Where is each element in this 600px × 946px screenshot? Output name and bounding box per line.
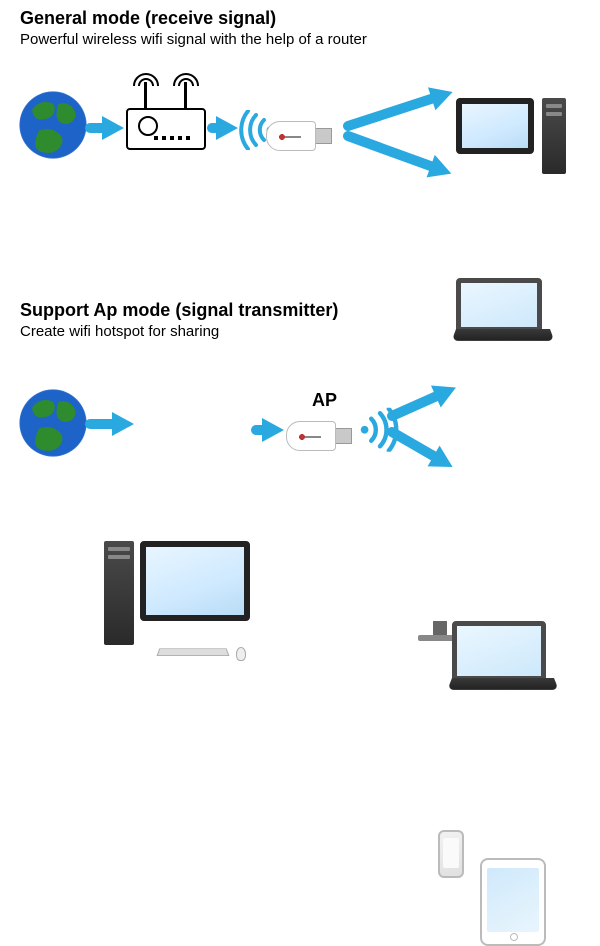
- laptop-icon: [452, 621, 600, 690]
- tablet-icon: [480, 858, 546, 946]
- globe-icon: [18, 388, 88, 458]
- section1-title: General mode (receive signal): [20, 8, 600, 29]
- router-signal-icon: [170, 66, 204, 88]
- section2-title: Support Ap mode (signal transmitter): [20, 300, 600, 321]
- ap-label: AP: [312, 390, 337, 411]
- section1-subtitle: Powerful wireless wifi signal with the h…: [20, 31, 600, 48]
- section-ap-mode: Support Ap mode (signal transmitter) Cre…: [0, 300, 600, 340]
- usb-wifi-adapter-icon: [286, 418, 356, 454]
- router-signal-icon: [130, 66, 164, 88]
- wifi-signal-icon: [358, 408, 402, 458]
- desktop-computer-icon: [456, 98, 600, 174]
- section-general-mode: General mode (receive signal) Powerful w…: [0, 8, 600, 48]
- usb-wifi-adapter-icon: [266, 118, 336, 154]
- section2-subtitle: Create wifi hotspot for sharing: [20, 323, 600, 340]
- globe-icon: [18, 90, 88, 160]
- smartphone-icon: [438, 830, 464, 878]
